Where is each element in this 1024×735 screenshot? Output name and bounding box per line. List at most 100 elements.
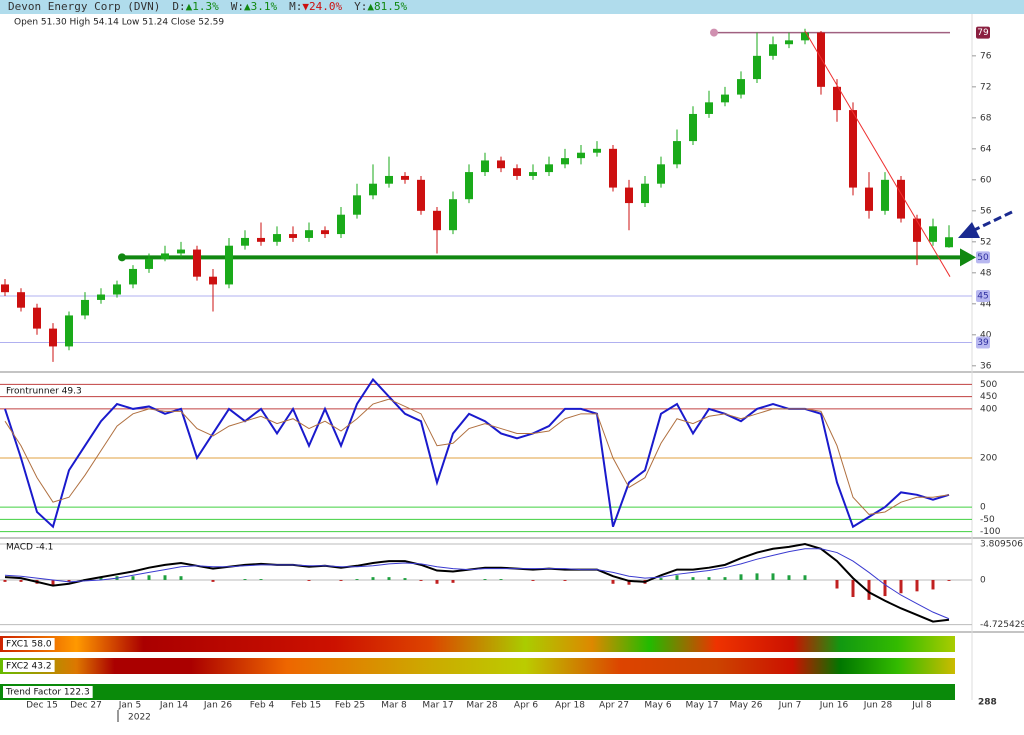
histogram-bar <box>451 579 455 583</box>
candle-body <box>289 234 297 238</box>
strip-label: FXC1 58.0 <box>6 640 52 650</box>
x-tick-label: Jun 7 <box>778 701 802 711</box>
candle-body <box>49 328 57 347</box>
histogram-bar <box>755 573 759 580</box>
histogram-bar <box>867 579 871 600</box>
change-value: ▼24.0% <box>302 0 342 13</box>
histogram-bar <box>387 577 391 580</box>
candle-body <box>481 160 489 173</box>
candle-body <box>577 152 585 159</box>
level-box <box>976 336 990 349</box>
x-tick-label: May 26 <box>730 701 763 711</box>
x-tick-label: Jun 16 <box>819 701 849 711</box>
candle-body <box>81 299 89 316</box>
candle-body <box>561 158 569 165</box>
change-label: M: <box>289 0 302 13</box>
candle-body <box>417 179 425 211</box>
year-label: 2022 <box>128 713 151 723</box>
histogram-bar <box>67 579 71 582</box>
candle-body <box>945 237 953 248</box>
y-tick-label: 52 <box>980 237 991 247</box>
y-tick-label: 450 <box>980 392 997 402</box>
candle-body <box>833 86 841 111</box>
trend-strip <box>0 684 955 700</box>
candle-body <box>641 183 649 204</box>
level-dot <box>118 253 126 262</box>
level-label: 50 <box>977 253 989 263</box>
corner-label: 288 <box>978 698 997 708</box>
candle-body <box>385 175 393 184</box>
header-title: Devon Energy Corp (DVN) <box>8 0 160 13</box>
change-label: W: <box>231 0 244 13</box>
candle-body <box>433 210 441 231</box>
candle-body <box>225 245 233 285</box>
candle-body <box>17 292 25 308</box>
candle-body <box>785 40 793 45</box>
x-tick-label: Apr 6 <box>514 701 538 711</box>
candle-body <box>113 284 121 295</box>
x-tick-label: Apr 27 <box>599 701 629 711</box>
histogram-bar <box>707 577 711 580</box>
level-label: 45 <box>977 292 988 302</box>
x-tick-label: Jan 26 <box>203 701 232 711</box>
histogram-bar <box>483 579 487 580</box>
histogram-bar <box>771 573 775 580</box>
candle-body <box>625 187 633 204</box>
ohlc-text: Open 51.30 High 54.14 Low 51.24 Close 52… <box>14 18 224 28</box>
y-tick-label: 44 <box>980 299 992 309</box>
y-tick-label: 76 <box>980 51 992 61</box>
histogram-bar <box>163 575 167 580</box>
level-dot <box>710 28 718 37</box>
candle-body <box>241 237 249 246</box>
level-label: 39 <box>977 338 989 348</box>
candle-body <box>657 164 665 184</box>
x-tick-label: Apr 18 <box>555 701 585 711</box>
candle-body <box>865 187 873 211</box>
candle-body <box>769 44 777 56</box>
histogram-bar <box>675 575 679 580</box>
change-label: D: <box>172 0 185 13</box>
header-text: Devon Energy Corp (DVN) D:▲1.3% W:▲3.1% M:▼… <box>8 0 407 13</box>
change-value: ▲81.5% <box>367 0 407 13</box>
y-tick-label: 56 <box>980 206 992 216</box>
x-tick-label: Jul 8 <box>911 701 932 711</box>
histogram-bar <box>435 579 439 584</box>
y-tick-label: -4.725429 <box>980 620 1024 630</box>
histogram-bar <box>131 576 135 580</box>
candle-body <box>449 199 457 231</box>
candle-body <box>801 32 809 41</box>
histogram-bar <box>787 575 791 580</box>
candle-body <box>1 284 9 293</box>
candle-body <box>497 160 505 169</box>
series-line <box>4 543 950 623</box>
x-tick-label: Feb 15 <box>291 701 321 711</box>
change-value: ▲1.3% <box>186 0 219 13</box>
histogram-bar <box>899 579 903 594</box>
strip-label-bg <box>3 638 55 650</box>
x-tick-label: May 6 <box>644 701 671 711</box>
histogram-bar <box>147 575 151 580</box>
level-box <box>976 26 990 39</box>
x-tick-label: Dec 27 <box>70 701 102 711</box>
change-value: ▲3.1% <box>244 0 277 13</box>
histogram-bar <box>931 579 935 590</box>
level-arrow <box>960 248 976 267</box>
header-bar <box>0 0 1024 14</box>
histogram-bar <box>499 579 503 580</box>
candle-body <box>401 175 409 180</box>
y-tick-label: 68 <box>980 113 992 123</box>
histogram-bar <box>803 575 807 580</box>
fxc2-strip <box>0 658 955 674</box>
histogram-bar <box>307 579 311 581</box>
y-tick-label: 3.809506 <box>980 539 1023 549</box>
candle-body <box>545 164 553 173</box>
histogram-bar <box>99 577 103 580</box>
candle-body <box>529 172 537 176</box>
candle-body <box>145 258 153 269</box>
series-line <box>4 398 950 515</box>
candle-body <box>65 315 73 347</box>
candle-body <box>97 294 105 300</box>
histogram-bar <box>259 579 263 580</box>
